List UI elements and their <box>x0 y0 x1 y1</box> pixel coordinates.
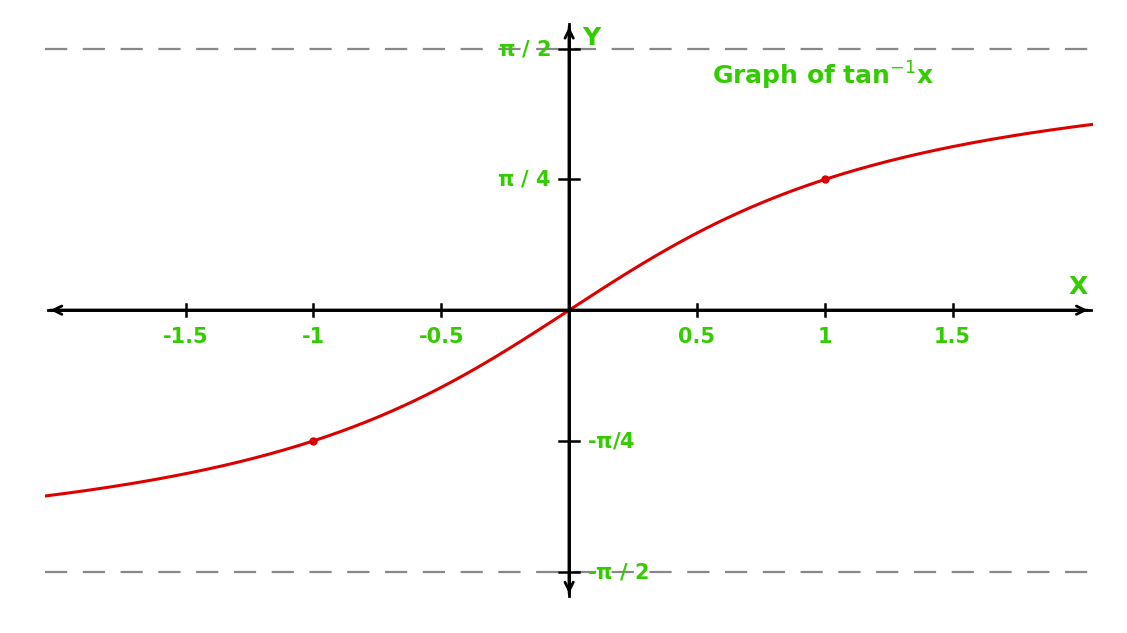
Text: 0.5: 0.5 <box>678 327 716 347</box>
Text: X: X <box>1068 275 1088 299</box>
Text: -$\bf{\pi}$/4: -$\bf{\pi}$/4 <box>587 430 636 451</box>
Text: Y: Y <box>582 26 601 49</box>
Text: -$\bf{\pi}$ / 2: -$\bf{\pi}$ / 2 <box>587 561 649 582</box>
Text: -1.5: -1.5 <box>163 327 208 347</box>
Text: $\bf{\pi}$ / 4: $\bf{\pi}$ / 4 <box>497 169 551 190</box>
Text: Graph of tan$^{-1}$x: Graph of tan$^{-1}$x <box>712 60 933 92</box>
Text: $\bf{\pi}$ / 2: $\bf{\pi}$ / 2 <box>498 39 551 60</box>
Text: -0.5: -0.5 <box>418 327 464 347</box>
Text: -1: -1 <box>302 327 325 347</box>
Text: 1: 1 <box>817 327 832 347</box>
Text: 1.5: 1.5 <box>934 327 971 347</box>
